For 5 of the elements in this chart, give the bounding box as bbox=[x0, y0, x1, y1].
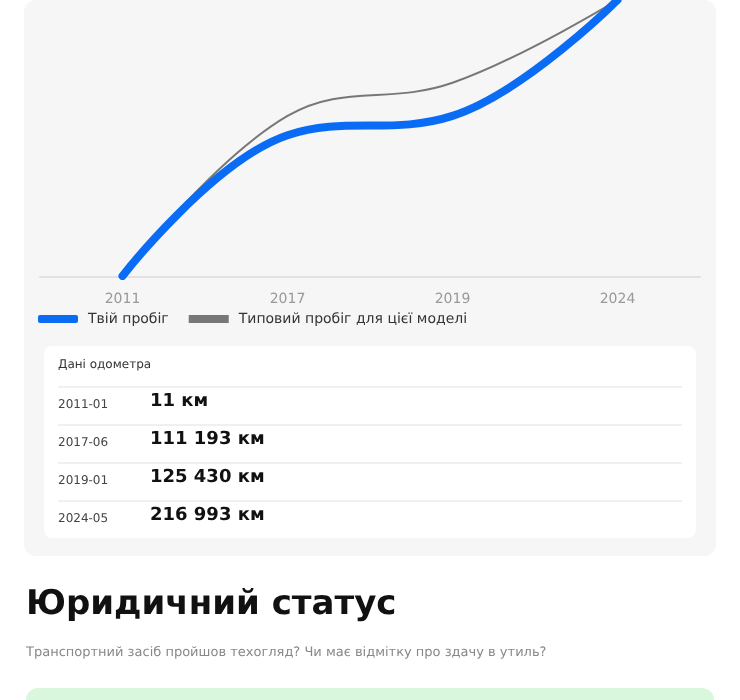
text: 111 193 км bbox=[150, 430, 265, 450]
text: 216 993 км bbox=[150, 506, 265, 526]
text: Юридичний статус bbox=[26, 584, 397, 624]
text: 125 430 км bbox=[150, 468, 265, 488]
text: 11 км bbox=[150, 392, 209, 412]
